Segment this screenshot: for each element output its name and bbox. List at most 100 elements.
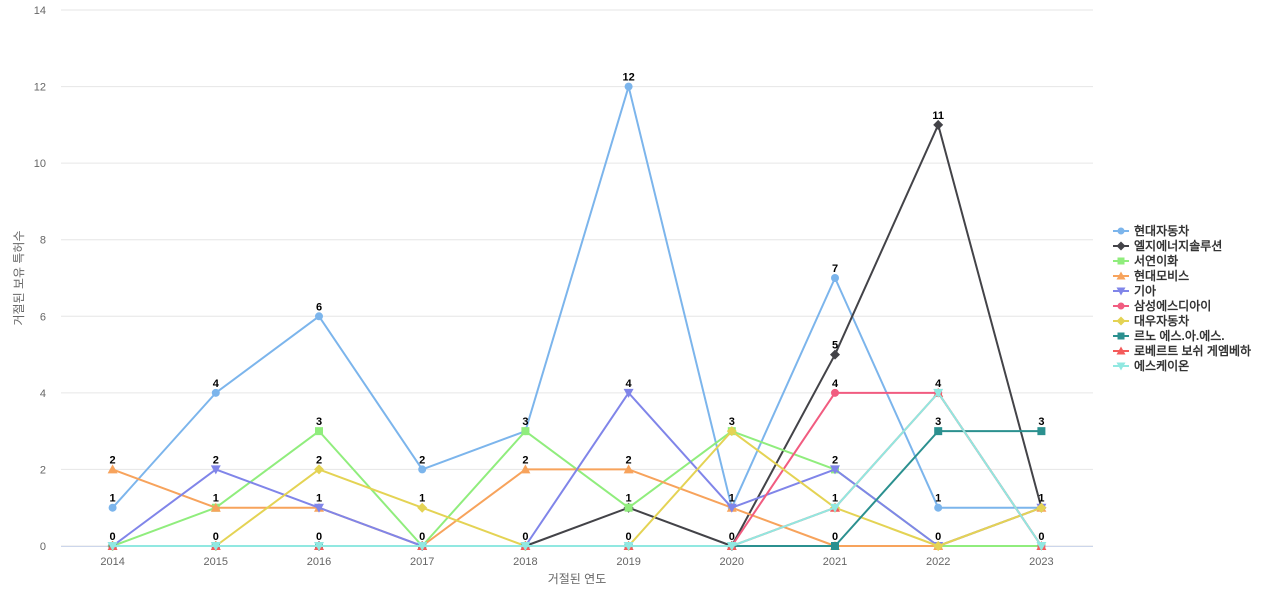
y-tick-label: 6 [40, 311, 46, 323]
data-point [830, 503, 840, 513]
data-label: 0 [213, 531, 219, 543]
legend-marker [1117, 302, 1125, 310]
legend-marker [1116, 346, 1126, 355]
grid-layer [61, 9, 1093, 547]
legend-label: 대우자동차 [1134, 313, 1189, 328]
legend-label: 르노 에스.아.에스. [1134, 328, 1225, 343]
data-point [1037, 427, 1046, 436]
legend-item[interactable]: 서연이화 [1113, 253, 1178, 268]
data-point [520, 542, 531, 551]
data-point [520, 464, 531, 474]
legend-label: 서연이화 [1134, 253, 1178, 268]
data-label: 3 [522, 416, 528, 428]
legend-item[interactable]: 로베르트 보쉬 게엠베하 [1113, 343, 1251, 358]
legend-label: 현대자동차 [1134, 223, 1189, 238]
data-label: 5 [832, 340, 838, 352]
data-label: 3 [316, 416, 322, 428]
y-axis-title: 거절된 보유 특허수 [12, 231, 26, 326]
data-label: 3 [935, 416, 941, 428]
data-point [1036, 502, 1047, 513]
data-point [933, 541, 944, 551]
data-point [314, 542, 324, 551]
data-label: 4 [213, 378, 220, 390]
data-label: 0 [316, 531, 322, 543]
x-tick-label: 2021 [823, 556, 847, 568]
data-point [108, 503, 117, 512]
data-label: 0 [626, 531, 632, 543]
data-label: 2 [110, 454, 116, 466]
data-point [623, 388, 634, 398]
y-tick-label: 12 [34, 82, 46, 94]
data-label: 2 [213, 454, 219, 466]
data-point [107, 464, 118, 474]
x-tick-label: 2014 [100, 556, 124, 568]
data-point [726, 503, 737, 513]
legend-item[interactable]: 엘지에너지솔루션 [1113, 238, 1222, 253]
data-point [830, 349, 840, 360]
data-point [210, 542, 221, 551]
data-point [831, 542, 839, 550]
legend-item[interactable]: 대우자동차 [1113, 313, 1189, 328]
series-layer [107, 82, 1047, 551]
series-10 [107, 388, 1047, 551]
series-8 [108, 427, 1046, 550]
series-7 [107, 426, 1047, 551]
x-tick-label: 2022 [926, 556, 950, 568]
data-label: 4 [935, 378, 942, 390]
series-3 [108, 427, 1046, 550]
data-point [933, 119, 944, 130]
data-label: 0 [832, 531, 838, 543]
legend-item[interactable]: 현대모비스 [1113, 268, 1189, 283]
data-label: 2 [832, 454, 838, 466]
legend-marker [1116, 316, 1126, 326]
series-line [112, 430, 1042, 547]
legend-item[interactable]: 현대자동차 [1113, 223, 1189, 238]
data-point [210, 502, 221, 512]
data-label: 0 [110, 531, 116, 543]
x-tick-label: 2023 [1029, 556, 1053, 568]
data-label: 2 [626, 454, 632, 466]
data-point [315, 312, 323, 321]
legend-label: 현대모비스 [1134, 268, 1189, 283]
legend-marker [1116, 287, 1126, 296]
legend-marker [1117, 332, 1125, 340]
data-label: 4 [832, 378, 839, 390]
data-point [934, 503, 943, 512]
legend-label: 로베르트 보쉬 게엠베하 [1134, 343, 1251, 358]
data-point [624, 503, 633, 512]
legend-marker [1117, 227, 1125, 235]
x-tick-label: 2020 [720, 556, 744, 568]
data-point [830, 465, 840, 475]
x-tick-label: 2018 [513, 556, 537, 568]
x-tick-label: 2016 [307, 556, 331, 568]
data-label-layer: 2104210632102103201242103107542101143103… [110, 72, 1045, 543]
data-point [623, 464, 634, 474]
legend-item[interactable]: 삼성에스디아이 [1113, 298, 1211, 313]
data-label: 0 [729, 531, 735, 543]
y-tick-label: 4 [40, 388, 46, 400]
data-point [1036, 542, 1047, 551]
data-label: 0 [935, 531, 941, 543]
data-label: 6 [316, 301, 322, 313]
legend-label: 에스케이온 [1134, 358, 1189, 373]
legend-item[interactable]: 르노 에스.아.에스. [1113, 328, 1225, 343]
data-label: 1 [729, 493, 735, 505]
legend-marker [1117, 257, 1125, 265]
y-tick-label: 8 [40, 235, 46, 247]
data-label: 1 [626, 493, 632, 505]
legend-item[interactable]: 기아 [1113, 283, 1156, 298]
series-line [112, 430, 1042, 547]
data-point [521, 427, 530, 436]
legend-marker [1116, 241, 1126, 251]
legend-item[interactable]: 에스케이온 [1113, 358, 1189, 373]
data-label: 1 [316, 493, 322, 505]
data-point [417, 542, 428, 551]
data-point [831, 274, 839, 282]
series-4 [107, 464, 1047, 550]
data-label: 2 [522, 454, 528, 466]
data-label: 0 [522, 531, 528, 543]
data-point [831, 388, 839, 397]
